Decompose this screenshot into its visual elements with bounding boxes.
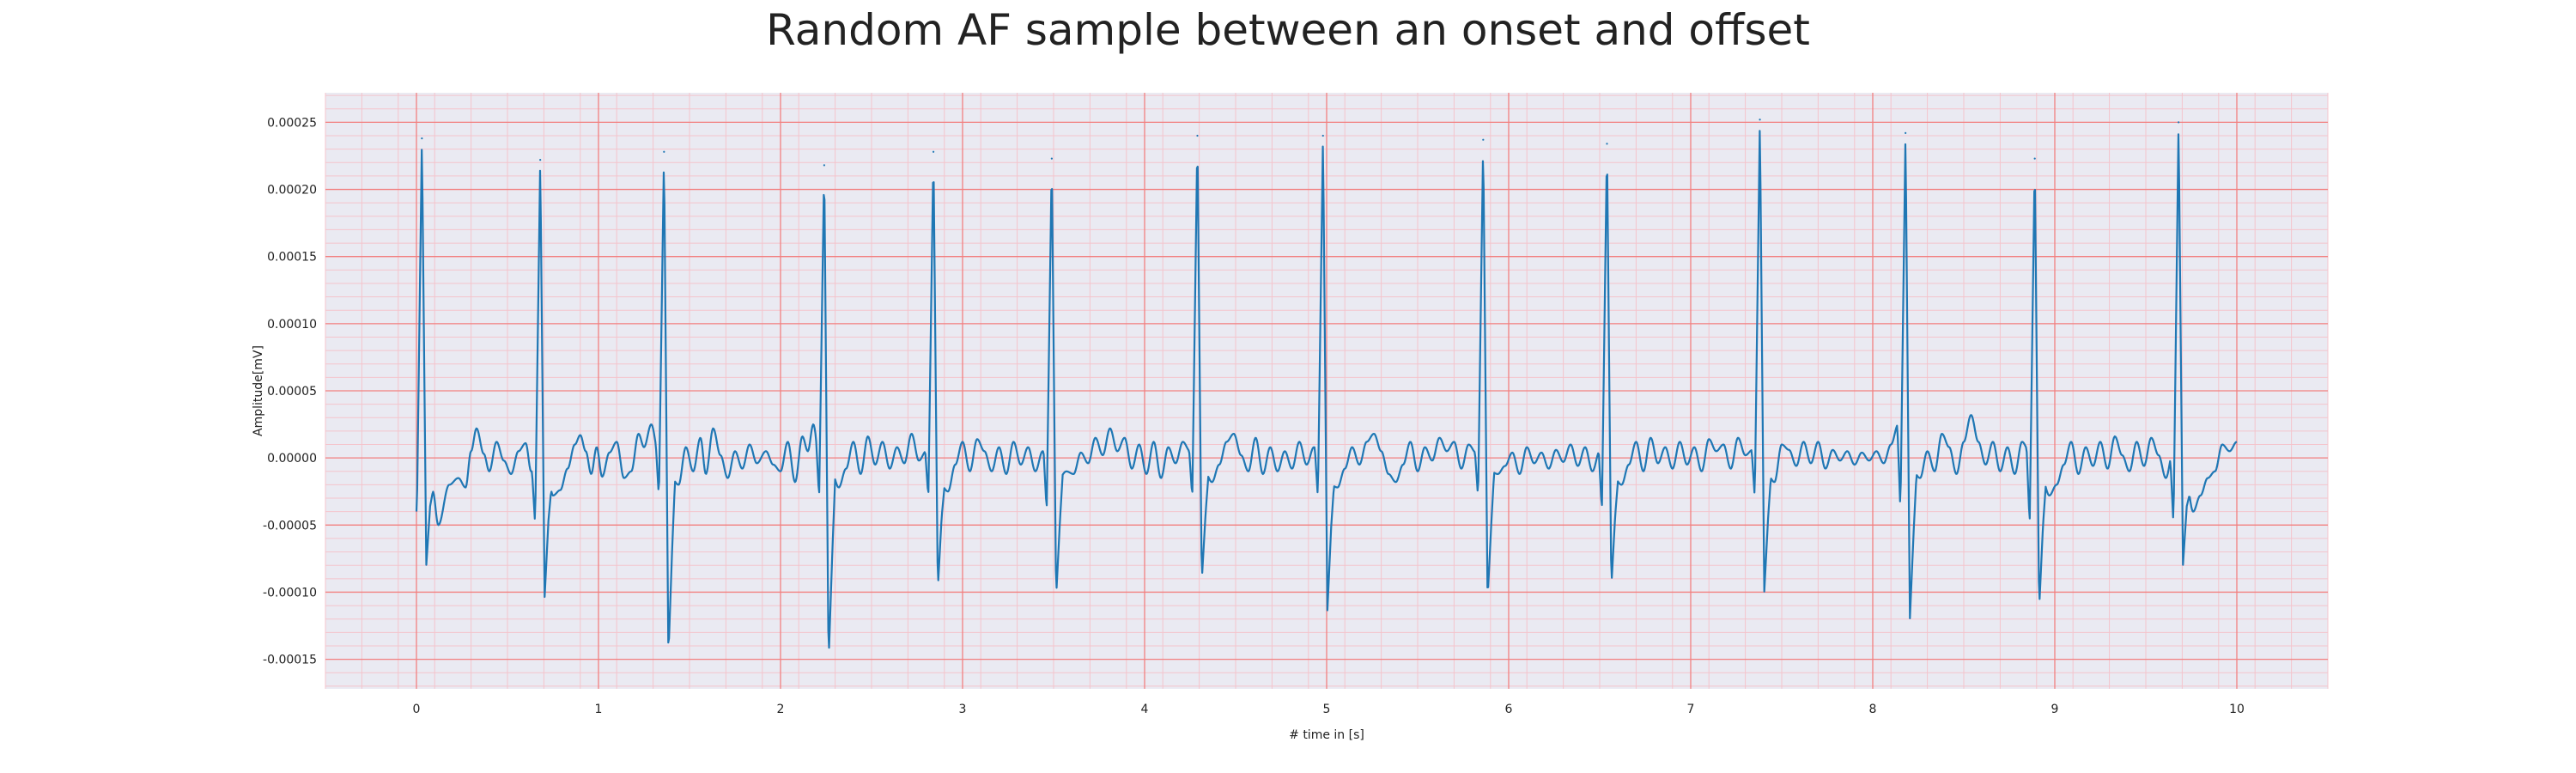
series-layer [415, 119, 2238, 649]
r-peak-point [1759, 119, 1761, 121]
r-peak-point [1482, 138, 1485, 141]
x-tick-label: 5 [1323, 703, 1331, 716]
y-tick-label: -0.00015 [263, 654, 317, 667]
r-peak-point [2178, 121, 2180, 124]
y-tick-label: 0.00025 [267, 116, 317, 130]
y-axis-ticks: -0.00015 -0.00010 -0.00005 0.00000 0.00005 0.… [263, 116, 317, 666]
y-tick-label: -0.00005 [263, 519, 317, 533]
y-axis-label: Amplitude[mV] [252, 345, 265, 436]
x-tick-label: 3 [959, 703, 967, 716]
y-tick-label: 0.00000 [267, 452, 317, 466]
r-peak-point [932, 150, 935, 153]
r-peak-point [421, 137, 423, 140]
x-tick-label: 2 [777, 703, 785, 716]
r-peak-point [823, 164, 825, 167]
r-peak-point [2033, 157, 2036, 160]
r-peak-point [1196, 134, 1199, 137]
chart-title: Random AF sample between an onset and of… [766, 5, 1810, 55]
r-peak-point [1905, 131, 1907, 134]
x-tick-label: 0 [413, 703, 421, 716]
x-tick-label: 1 [595, 703, 603, 716]
x-tick-label: 9 [2051, 703, 2059, 716]
x-tick-label: 4 [1141, 703, 1149, 716]
series-line [415, 130, 2238, 649]
y-tick-label: 0.00010 [267, 318, 317, 332]
r-peak-point [663, 150, 665, 153]
x-tick-label: 10 [2229, 703, 2245, 716]
y-tick-label: 0.00015 [267, 251, 317, 265]
r-peak-point [539, 159, 542, 161]
y-tick-label: -0.00010 [263, 586, 317, 600]
x-tick-label: 8 [1869, 703, 1877, 716]
r-peak-point [1321, 134, 1324, 137]
r-peak-point [1050, 157, 1053, 160]
x-tick-label: 6 [1505, 703, 1513, 716]
x-tick-label: 7 [1687, 703, 1695, 716]
x-axis-ticks: 0 1 2 3 4 5 6 7 8 9 10 [413, 703, 2245, 716]
x-axis-label: # time in [s] [1289, 728, 1364, 742]
y-tick-label: 0.00020 [267, 184, 317, 198]
y-tick-label: 0.00005 [267, 385, 317, 399]
r-peak-point [1606, 143, 1608, 145]
